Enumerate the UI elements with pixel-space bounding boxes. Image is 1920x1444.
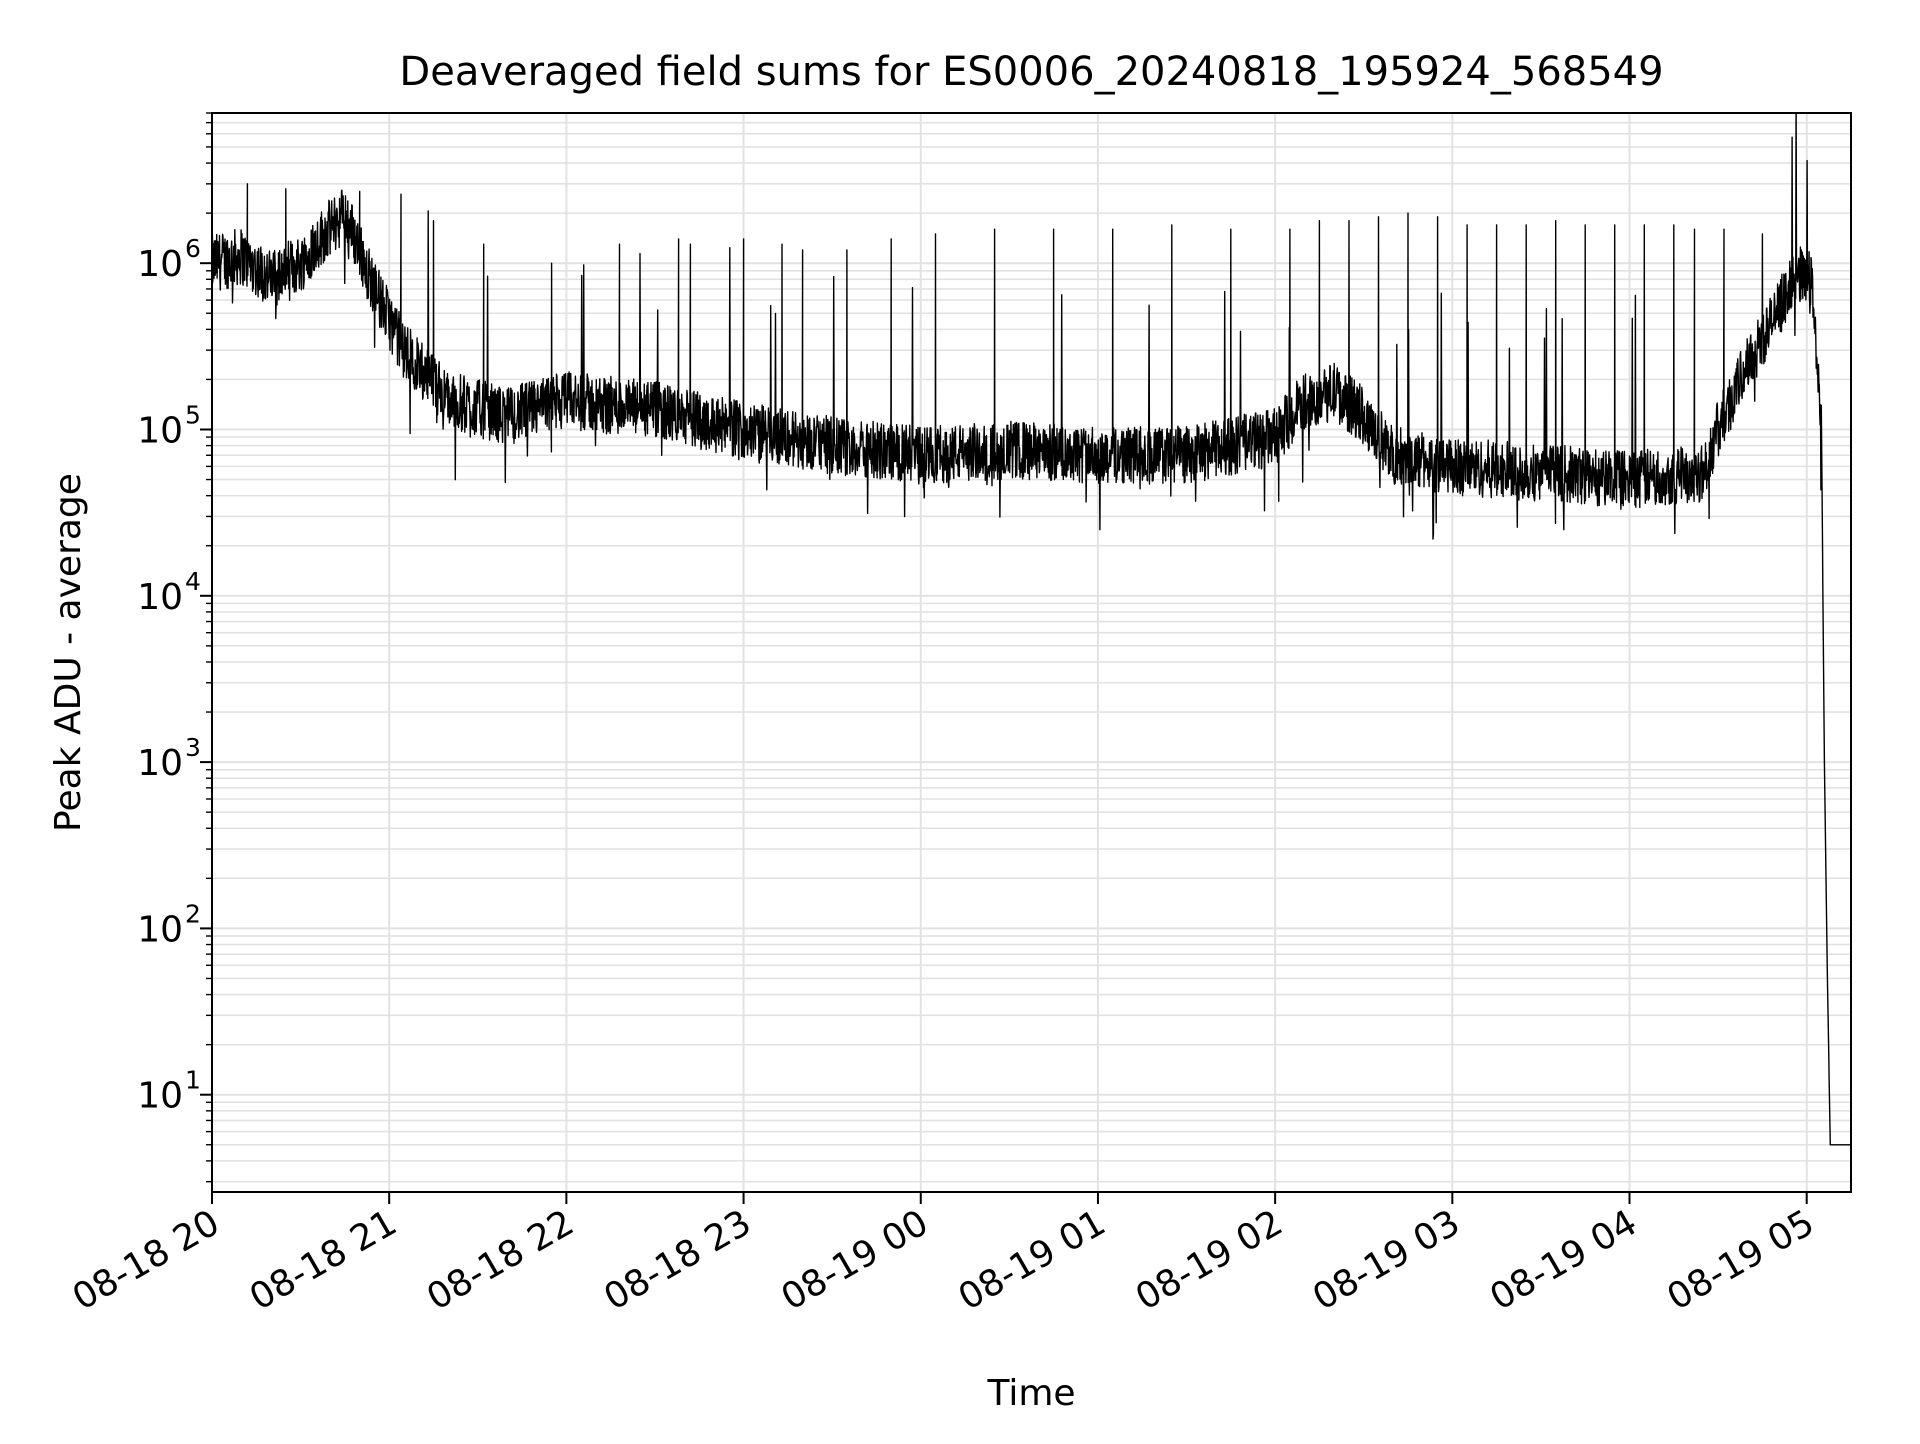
y-tick-label: 10 3: [137, 733, 201, 784]
y-tick-label: 10 6: [137, 234, 201, 285]
y-tick-label-base: 10: [137, 244, 183, 285]
chart-title: Deaveraged field sums for ES0006_2024081…: [399, 49, 1663, 95]
y-tick-label-base: 10: [137, 410, 183, 451]
y-tick-label-base: 10: [137, 577, 183, 618]
y-tick-label: 10 2: [137, 899, 201, 950]
y-tick-label: 10 4: [137, 567, 201, 618]
series-layer: [212, 113, 1851, 1146]
y-tick-label-exponent: 1: [185, 1066, 201, 1095]
y-tick-label-base: 10: [137, 909, 183, 950]
y-tick-label-exponent: 5: [185, 400, 201, 429]
y-tick-label-exponent: 6: [185, 234, 201, 263]
y-tick-label-base: 10: [137, 1076, 183, 1117]
y-axis-label: Peak ADU - average: [48, 473, 89, 832]
y-tick-label: 10 5: [137, 400, 201, 451]
y-tick-label: 10 1: [137, 1066, 201, 1117]
plot-frame: [211, 112, 1852, 1193]
y-tick-label-exponent: 4: [185, 567, 201, 596]
y-tick-label-exponent: 3: [185, 733, 201, 762]
y-tick-label-exponent: 2: [185, 899, 201, 928]
series-line: [212, 113, 1851, 1146]
grid: [211, 112, 1851, 1192]
y-tick-label-base: 10: [137, 743, 183, 784]
x-axis-label: Time: [986, 1373, 1075, 1414]
